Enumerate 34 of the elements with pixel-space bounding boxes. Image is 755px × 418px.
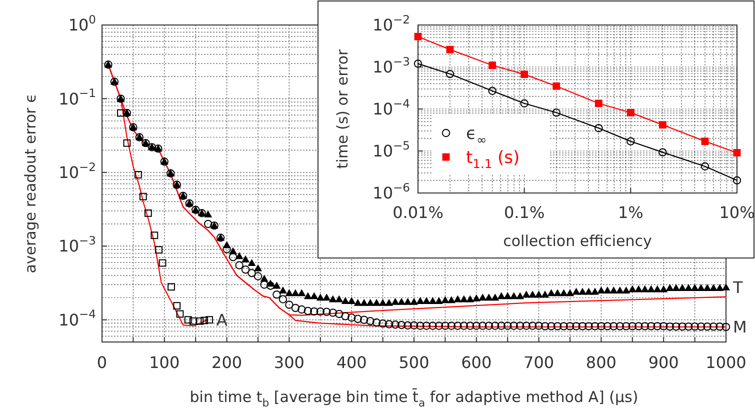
y-tick-label: 10$^{−6}$: [372, 180, 410, 203]
y-tick-label: 10$^{−2}$: [58, 160, 96, 182]
series-label: T: [732, 278, 743, 298]
y-tick-label: 10$^{−3}$: [372, 54, 410, 77]
x-tick-label: 200: [212, 353, 242, 372]
x-tick-label: 10%: [719, 203, 755, 222]
y-tick-label: 10$^{−3}$: [58, 234, 96, 256]
legend-label: ϵ$_{∞}$: [466, 124, 487, 148]
x-axis-title: collection efficiency: [503, 232, 652, 250]
y-axis-title: time (s) or error: [333, 48, 352, 169]
x-tick-label: 700: [524, 353, 554, 372]
legend-label: t$_{1.1}$ (s): [466, 148, 520, 172]
x-tick-label: 300: [274, 353, 304, 372]
x-tick-label: 0.01%: [392, 203, 444, 222]
x-tick-label: 0.1%: [504, 203, 545, 222]
x-tick-label: 500: [398, 353, 430, 372]
x-tick-label: 900: [648, 353, 679, 372]
x-tick-label: 1%: [618, 203, 644, 222]
x-tick-label: 800: [586, 353, 616, 372]
y-tick-label: 10$^{0}$: [68, 12, 96, 35]
x-tick-label: 1000: [706, 353, 746, 372]
y-tick-label: 10$^{−5}$: [372, 138, 410, 161]
y-tick-label: 10$^{−4}$: [372, 96, 410, 119]
series-label: A: [216, 310, 228, 330]
series-label: M: [733, 318, 747, 337]
y-tick-label: 10$^{−4}$: [58, 307, 96, 330]
x-tick-label: 0: [96, 353, 108, 372]
y-axis-title: average readout error ϵ: [21, 94, 40, 274]
x-axis-title: bin time t$_{b}$ [average bin time t̄$_{a}$ for adaptive method A] (μs): [190, 387, 638, 410]
x-tick-label: 600: [461, 353, 492, 372]
x-tick-label: 100: [149, 353, 180, 372]
y-tick-label: 10$^{−2}$: [372, 12, 410, 35]
x-tick-label: 400: [336, 353, 367, 372]
y-tick-label: 10$^{−1}$: [58, 86, 96, 108]
